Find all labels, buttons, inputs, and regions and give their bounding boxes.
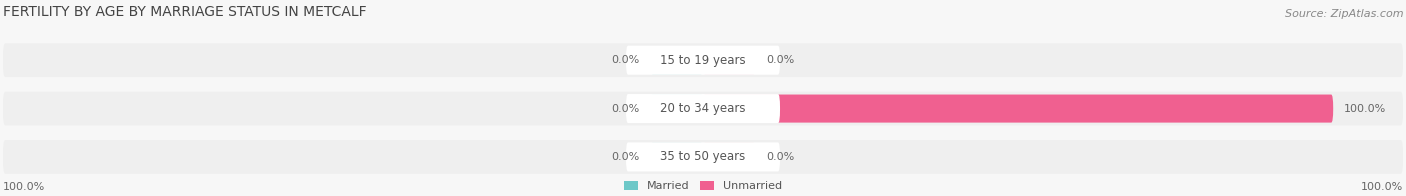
FancyBboxPatch shape xyxy=(651,46,703,74)
Text: 100.0%: 100.0% xyxy=(1344,103,1386,113)
Text: 100.0%: 100.0% xyxy=(3,182,45,192)
FancyBboxPatch shape xyxy=(3,140,1403,174)
FancyBboxPatch shape xyxy=(3,43,1403,77)
Legend: Married, Unmarried: Married, Unmarried xyxy=(624,181,782,191)
FancyBboxPatch shape xyxy=(651,94,703,122)
FancyBboxPatch shape xyxy=(3,92,1403,125)
Text: FERTILITY BY AGE BY MARRIAGE STATUS IN METCALF: FERTILITY BY AGE BY MARRIAGE STATUS IN M… xyxy=(3,5,367,19)
Text: 0.0%: 0.0% xyxy=(612,55,640,65)
Text: Source: ZipAtlas.com: Source: ZipAtlas.com xyxy=(1285,9,1403,19)
Text: 35 to 50 years: 35 to 50 years xyxy=(661,151,745,163)
FancyBboxPatch shape xyxy=(703,94,1333,122)
Text: 20 to 34 years: 20 to 34 years xyxy=(661,102,745,115)
FancyBboxPatch shape xyxy=(703,143,755,171)
FancyBboxPatch shape xyxy=(626,94,780,123)
FancyBboxPatch shape xyxy=(626,46,780,75)
Text: 0.0%: 0.0% xyxy=(766,55,794,65)
Text: 0.0%: 0.0% xyxy=(766,152,794,162)
Text: 0.0%: 0.0% xyxy=(612,152,640,162)
FancyBboxPatch shape xyxy=(703,46,755,74)
Text: 0.0%: 0.0% xyxy=(612,103,640,113)
Text: 100.0%: 100.0% xyxy=(1361,182,1403,192)
Text: 15 to 19 years: 15 to 19 years xyxy=(661,54,745,67)
FancyBboxPatch shape xyxy=(626,142,780,172)
FancyBboxPatch shape xyxy=(651,143,703,171)
